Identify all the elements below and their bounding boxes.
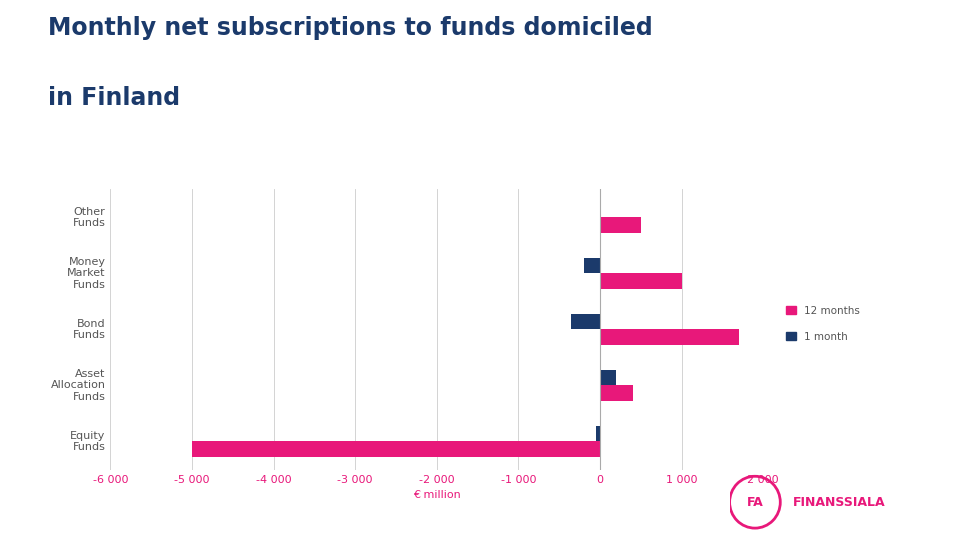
Text: Monthly net subscriptions to funds domiciled: Monthly net subscriptions to funds domic… bbox=[48, 16, 653, 40]
Bar bbox=[600, 218, 641, 233]
Bar bbox=[600, 329, 739, 345]
Bar bbox=[571, 314, 600, 329]
Text: in Finland: in Finland bbox=[48, 86, 180, 110]
Bar bbox=[600, 273, 682, 289]
Bar bbox=[600, 386, 633, 401]
Bar bbox=[596, 426, 600, 441]
Bar bbox=[600, 370, 616, 386]
Bar bbox=[584, 258, 600, 273]
Bar bbox=[192, 441, 600, 457]
Text: FINANSSIALA: FINANSSIALA bbox=[793, 496, 885, 509]
Text: FA: FA bbox=[747, 496, 763, 509]
X-axis label: € million: € million bbox=[413, 490, 461, 500]
Legend: 12 months, 1 month: 12 months, 1 month bbox=[781, 302, 864, 346]
